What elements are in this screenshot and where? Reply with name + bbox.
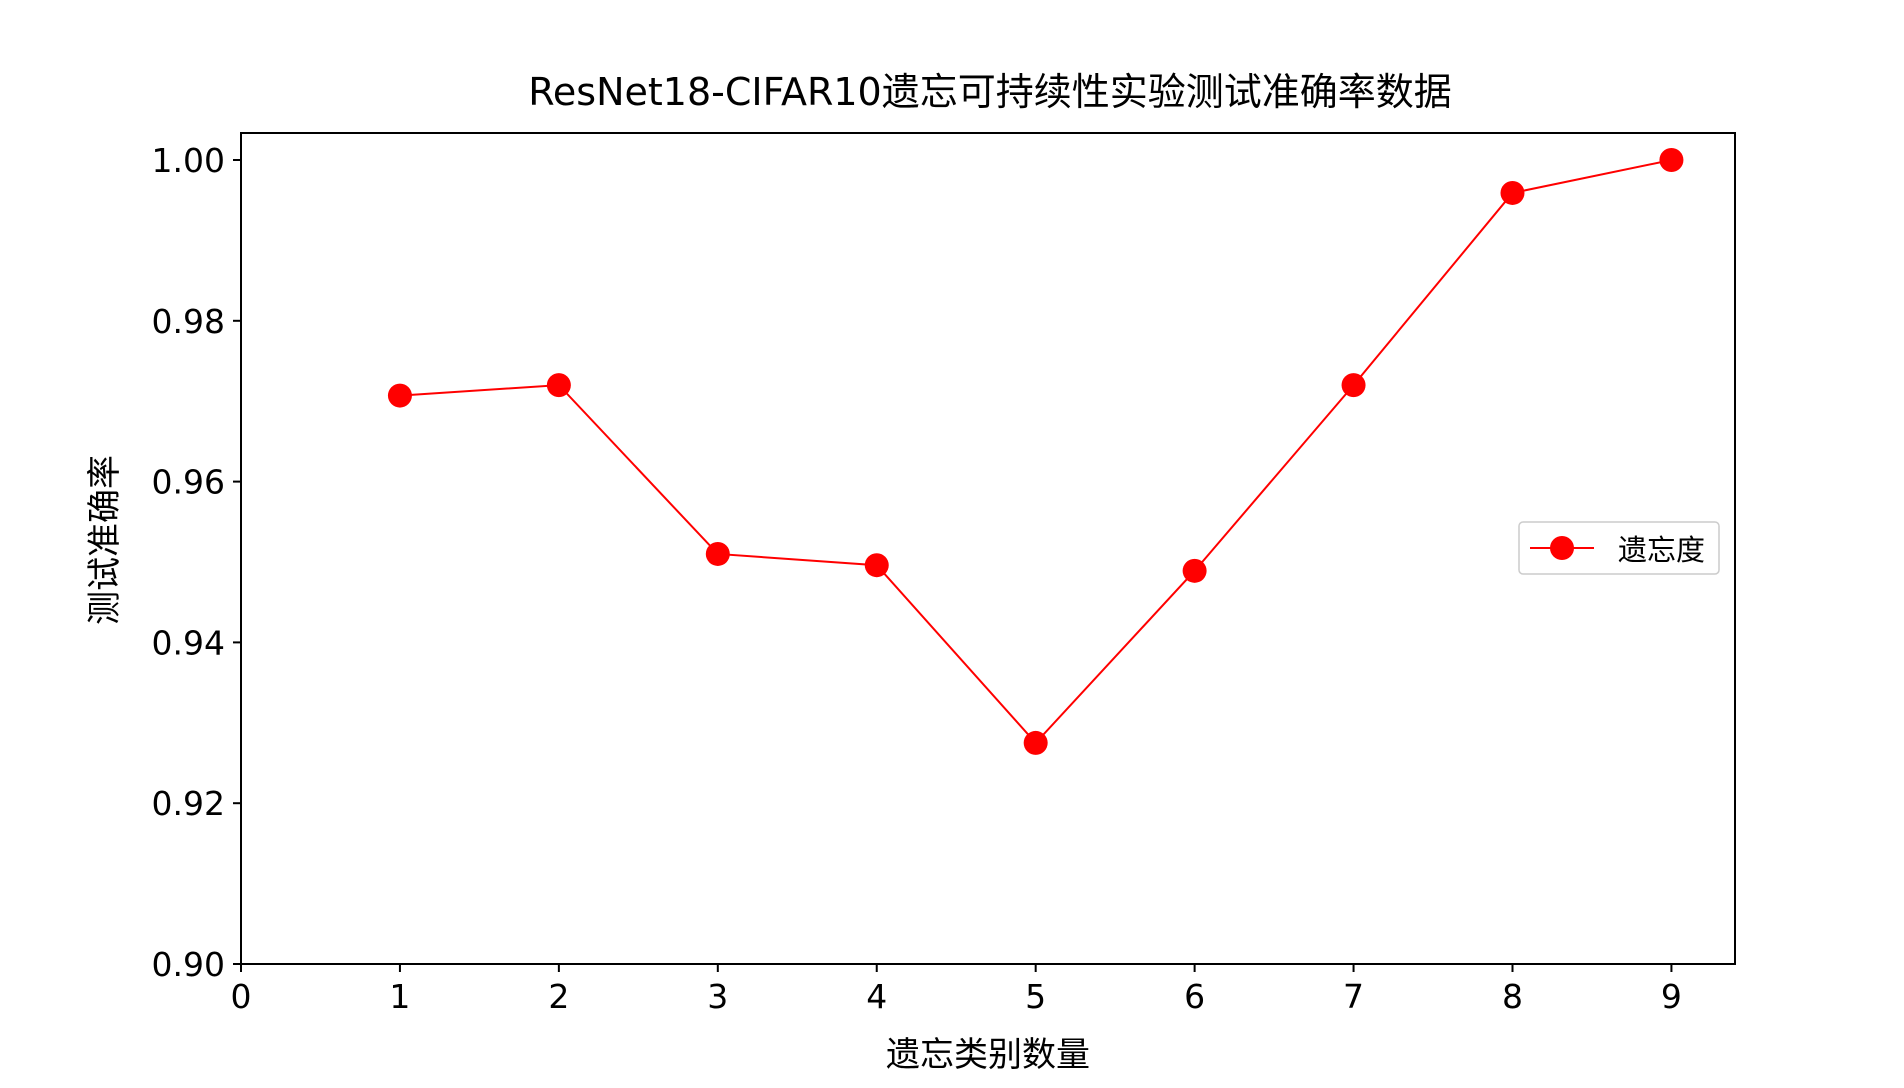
y-tick-label: 0.92 [152, 784, 225, 823]
data-point [864, 553, 889, 578]
x-tick-label: 9 [1661, 977, 1682, 1016]
data-point [1023, 730, 1048, 755]
data-point [387, 383, 412, 408]
data-point [1341, 373, 1366, 398]
x-tick-label: 7 [1343, 977, 1364, 1016]
y-tick-label: 1.00 [152, 141, 225, 180]
x-tick-label: 8 [1502, 977, 1523, 1016]
x-tick-label: 4 [866, 977, 887, 1016]
data-point [1182, 558, 1207, 583]
data-point [705, 541, 730, 566]
chart-title: ResNet18-CIFAR10遗忘可持续性实验测试准确率数据 [528, 70, 1452, 114]
data-point [1500, 180, 1525, 205]
y-tick-label: 0.94 [152, 623, 225, 662]
y-tick-label: 0.98 [152, 302, 225, 341]
series-line [399, 159, 1672, 745]
series-layer [387, 148, 1684, 755]
x-axis-ticks: 0 1 2 3 4 5 6 7 8 9 [231, 964, 1682, 1016]
y-axis-ticks: 0.90 0.92 0.94 0.96 0.98 1.00 [152, 141, 241, 984]
y-tick-label: 0.96 [152, 463, 225, 502]
x-tick-label: 3 [707, 977, 728, 1016]
y-tick-label: 0.90 [152, 945, 225, 984]
y-axis-label: 测试准确率 [85, 455, 125, 625]
x-tick-label: 5 [1025, 977, 1046, 1016]
x-tick-label: 0 [231, 977, 252, 1016]
x-tick-label: 1 [389, 977, 410, 1016]
x-axis-label: 遗忘类别数量 [886, 1035, 1090, 1075]
legend-marker-swatch [1550, 536, 1574, 560]
x-tick-label: 6 [1184, 977, 1205, 1016]
legend: 遗忘度 [1518, 521, 1720, 575]
legend-label: 遗忘度 [1618, 533, 1705, 567]
data-point [546, 373, 571, 398]
data-point [1659, 148, 1684, 172]
plot-area-frame [240, 132, 1736, 965]
legend-frame [1518, 521, 1720, 575]
x-tick-label: 2 [548, 977, 569, 1016]
